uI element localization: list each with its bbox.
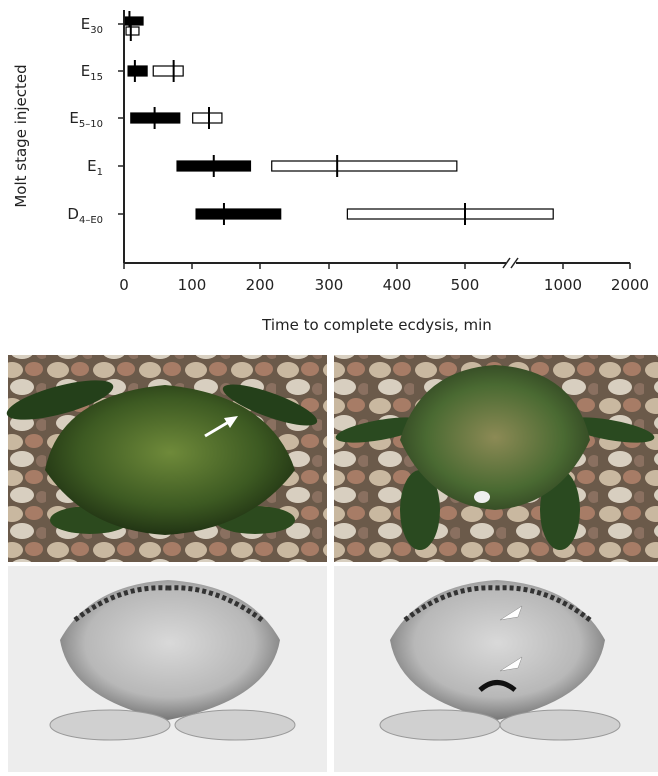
category-sub: 5–10 — [79, 119, 103, 130]
x-tick-label: 400 — [383, 276, 412, 294]
category-label: E1 — [87, 157, 103, 178]
figure: Molt stage injected Time to complete ecd… — [0, 0, 658, 772]
range-bar — [347, 209, 553, 219]
category-base: E — [87, 157, 96, 175]
range-bar — [125, 17, 143, 25]
range-bar — [196, 209, 281, 219]
category-sub: 1 — [97, 167, 103, 178]
category-base: E — [69, 109, 78, 127]
photo-top-left — [3, 355, 327, 562]
category-base: E — [81, 15, 90, 33]
range-bar — [128, 66, 147, 76]
x-tick-label: 0 — [119, 276, 129, 294]
photo-bottom-left — [8, 566, 327, 772]
category-sub: 15 — [90, 72, 103, 83]
category-base: E — [81, 62, 90, 80]
category-base: D — [67, 205, 79, 223]
category-label: E5–10 — [69, 109, 103, 130]
photo-top-right — [334, 355, 658, 562]
photo-bottom-right — [334, 566, 658, 772]
y-axis-label: Molt stage injected — [12, 64, 30, 207]
x-tick-label: 2000 — [611, 276, 649, 294]
x-tick-label: 200 — [246, 276, 275, 294]
x-tick-label: 1000 — [544, 276, 582, 294]
category-sub: 4–E0 — [79, 215, 103, 226]
range-bar — [193, 113, 222, 123]
category-label: E15 — [81, 62, 103, 83]
x-axis-label: Time to complete ecdysis, min — [261, 316, 492, 334]
range-bar — [272, 161, 457, 171]
category-label: E30 — [81, 15, 103, 36]
category-sub: 30 — [90, 25, 103, 36]
x-tick-label: 500 — [451, 276, 480, 294]
range-bar — [126, 27, 139, 35]
category-label: D4–E0 — [67, 205, 103, 226]
x-tick-label: 300 — [315, 276, 344, 294]
x-tick-label: 100 — [178, 276, 207, 294]
range-bar — [153, 66, 183, 76]
